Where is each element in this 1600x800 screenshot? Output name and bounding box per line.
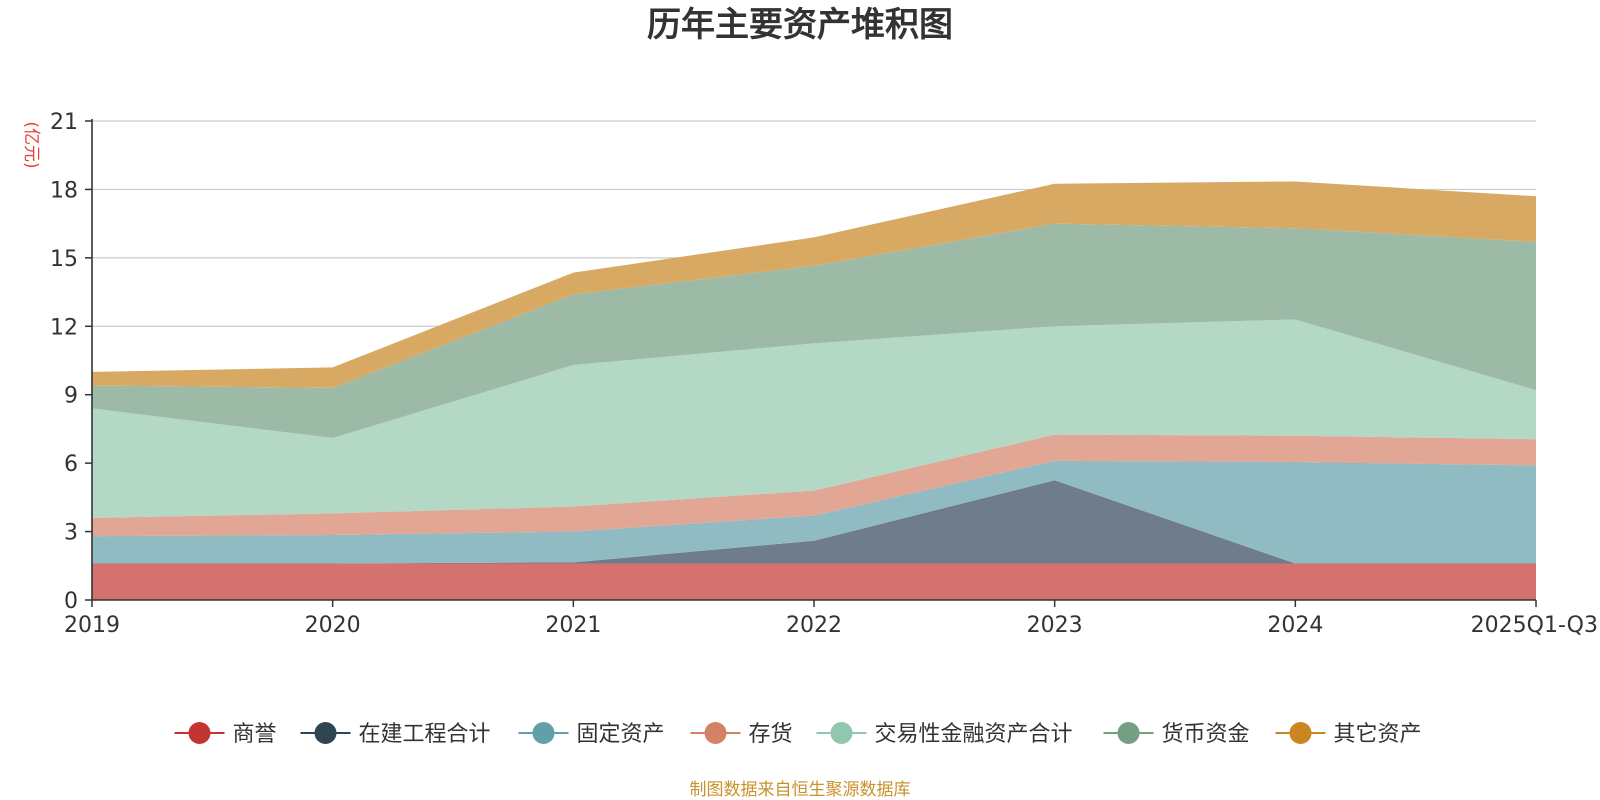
x-tick-label: 2019 xyxy=(64,613,120,638)
x-tick-label: 2024 xyxy=(1267,613,1323,638)
legend-marker xyxy=(1289,722,1312,744)
area-4 xyxy=(92,434,1536,537)
y-tick-label: 18 xyxy=(50,178,78,203)
x-tick-label: 2025Q1-Q3 xyxy=(1471,613,1598,638)
legend-item-5[interactable]: 交易性金融资产合计 xyxy=(816,722,1073,747)
x-tick-label: 2020 xyxy=(305,613,361,638)
legend-marker xyxy=(314,722,337,744)
area-3 xyxy=(92,460,1536,564)
legend-item-3[interactable]: 固定资产 xyxy=(518,722,665,747)
area-7 xyxy=(92,181,1536,388)
legend-label: 在建工程合计 xyxy=(359,722,491,747)
x-tick-label: 2021 xyxy=(545,613,601,638)
legend-label: 交易性金融资产合计 xyxy=(875,722,1073,747)
area-series xyxy=(92,181,1536,600)
legend-label: 商誉 xyxy=(233,722,277,747)
y-tick-labels: 0 3 6 9 12 15 18 21 xyxy=(50,110,92,614)
y-tick-label: 15 xyxy=(50,247,78,272)
legend-marker xyxy=(704,722,727,744)
x-tick-label: 2022 xyxy=(786,613,842,638)
area-6 xyxy=(92,223,1536,439)
legend-item-6[interactable]: 货币资金 xyxy=(1103,722,1250,747)
area-1 xyxy=(92,563,1536,600)
y-tick-label: 6 xyxy=(64,452,78,477)
legend-item-2[interactable]: 在建工程合计 xyxy=(300,722,491,747)
y-tick-label: 3 xyxy=(64,521,78,546)
legend-item-1[interactable]: 商誉 xyxy=(174,722,277,747)
area-5 xyxy=(92,319,1536,518)
legend-marker xyxy=(532,722,555,744)
legend-item-4[interactable]: 存货 xyxy=(690,722,793,747)
legend-item-7[interactable]: 其它资产 xyxy=(1275,722,1422,747)
y-axis-unit: (亿元) xyxy=(21,121,41,168)
legend-label: 货币资金 xyxy=(1162,722,1250,747)
legend-label: 存货 xyxy=(749,722,793,747)
chart-title: 历年主要资产堆积图 xyxy=(647,5,953,45)
legend-marker xyxy=(1117,722,1140,744)
y-tick-label: 9 xyxy=(64,384,78,409)
source-note: 制图数据来自恒生聚源数据库 xyxy=(690,780,911,800)
y-tick-label: 0 xyxy=(64,589,78,614)
y-tick-label: 21 xyxy=(50,110,78,135)
x-tick-label: 2023 xyxy=(1027,613,1083,638)
legend-marker xyxy=(188,722,211,744)
legend-label: 固定资产 xyxy=(577,722,665,747)
x-tick-labels: 2019 2020 2021 2022 2023 2024 2025Q1-Q3 xyxy=(64,600,1598,638)
legend-label: 其它资产 xyxy=(1334,722,1422,747)
legend: 商誉 在建工程合计 固定资产 存货 交易性金融资产合计 货币资金 其它资产 xyxy=(174,722,1422,747)
area-2 xyxy=(92,480,1536,564)
legend-marker xyxy=(830,722,853,744)
y-tick-label: 12 xyxy=(50,315,78,340)
